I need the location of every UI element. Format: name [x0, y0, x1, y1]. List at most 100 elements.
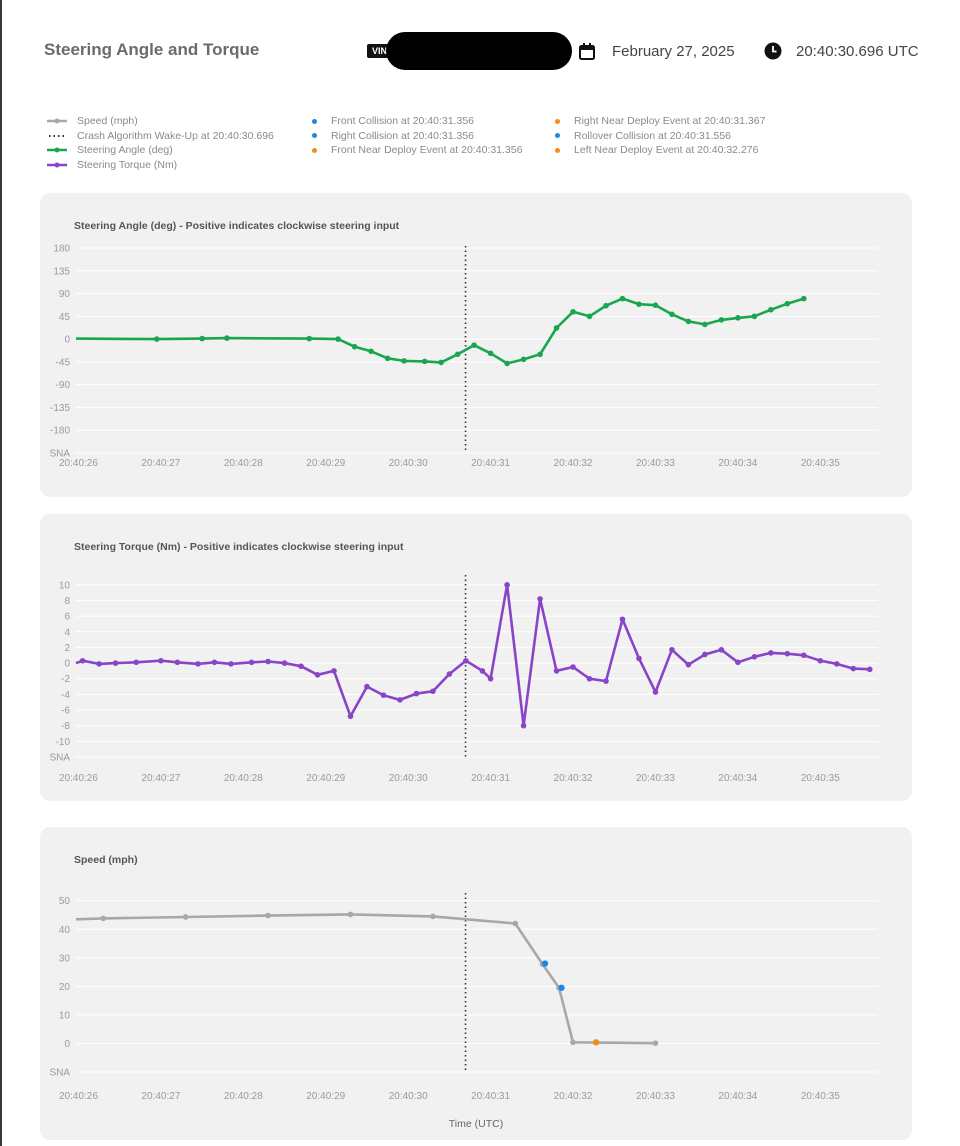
legend-label: Front Collision at 20:40:31.356: [331, 115, 475, 128]
data-point: [586, 675, 593, 682]
legend-item-speed[interactable]: Speed (mph): [47, 114, 274, 129]
legend-item-right-near-deploy[interactable]: Right Near Deploy Event at 20:40:31.367: [555, 114, 765, 129]
x-tick-label: 20:40:33: [636, 1091, 675, 1102]
legend-item-rollover-collision[interactable]: Rollover Collision at 20:40:31.556: [555, 129, 765, 144]
data-point: [570, 664, 576, 670]
data-point: [306, 335, 313, 342]
event-date: February 27, 2025: [612, 43, 735, 60]
data-point: [801, 295, 807, 302]
y-tick-label: 90: [59, 289, 71, 300]
x-tick-label: 20:40:35: [801, 1091, 840, 1102]
x-tick-label: 20:40:35: [801, 458, 840, 469]
y-tick-label: -90: [56, 380, 71, 391]
line-swatch-icon: [47, 162, 67, 168]
y-tick-label: -10: [56, 737, 71, 748]
data-point: [182, 914, 189, 920]
x-tick-label: 20:40:27: [141, 1091, 180, 1102]
data-point: [702, 651, 708, 658]
x-tick-label: 20:40:29: [306, 458, 345, 469]
x-axis-title: Time (UTC): [448, 1118, 504, 1130]
data-point: [652, 302, 659, 308]
steering-angle-panel: Steering Angle (deg) - Positive indicate…: [40, 193, 912, 497]
data-point: [520, 722, 527, 729]
data-point: [619, 295, 626, 302]
x-tick-label: 20:40:32: [554, 1091, 593, 1102]
event-time: 20:40:30.696 UTC: [796, 43, 919, 60]
series-line: [75, 913, 656, 1045]
data-point: [669, 646, 675, 653]
data-point: [471, 342, 477, 348]
data-point: [335, 336, 341, 342]
y-tick-label: -6: [61, 706, 70, 717]
data-point: [384, 355, 391, 362]
data-point: [112, 660, 119, 666]
data-point: [636, 301, 642, 307]
legend-item-right-collision[interactable]: Right Collision at 20:40:31.356: [312, 129, 522, 144]
legend-item-wakeup[interactable]: Crash Algorithm Wake-Up at 20:40:30.696: [47, 129, 274, 144]
x-tick-label: 20:40:31: [471, 1091, 510, 1102]
x-tick-label: 20:40:31: [471, 773, 510, 784]
vin-badge: VIN: [367, 44, 393, 58]
data-point: [553, 668, 560, 674]
data-point: [636, 655, 642, 662]
dot-icon: [312, 118, 317, 124]
page-title: Steering Angle and Torque: [44, 40, 260, 59]
data-point: [553, 325, 560, 331]
line-swatch-icon: [47, 147, 67, 153]
x-tick-label: 20:40:32: [554, 458, 593, 469]
vin-redaction: [386, 32, 572, 70]
y-tick-label: 10: [59, 1010, 71, 1021]
x-tick-label: 20:40:34: [718, 773, 757, 784]
data-point: [685, 318, 692, 325]
data-point: [331, 668, 337, 674]
series-line: [75, 583, 870, 727]
legend-item-steering-torque[interactable]: Steering Torque (Nm): [47, 158, 274, 173]
data-point: [351, 343, 358, 350]
data-point: [718, 646, 725, 653]
y-tick-label: 2: [64, 643, 70, 654]
x-tick-label: 20:40:32: [554, 773, 593, 784]
legend-item-front-near-deploy[interactable]: Front Near Deploy Event at 20:40:31.356: [312, 143, 522, 158]
data-point: [603, 678, 609, 684]
data-point: [79, 657, 86, 664]
y-tick-label: -4: [61, 690, 70, 701]
data-point: [265, 912, 271, 919]
legend-item-front-collision[interactable]: Front Collision at 20:40:31.356: [312, 114, 522, 129]
legend-label: Rollover Collision at 20:40:31.556: [574, 129, 732, 142]
dot-icon: [555, 118, 560, 124]
legend-item-left-near-deploy[interactable]: Left Near Deploy Event at 20:40:32.276: [555, 143, 765, 158]
y-tick-label: 50: [59, 896, 71, 907]
data-point: [768, 306, 774, 313]
data-point: [281, 660, 288, 666]
legend-label: Crash Algorithm Wake-Up at 20:40:30.696: [77, 129, 274, 142]
data-point: [833, 661, 840, 667]
legend-label: Right Collision at 20:40:31.356: [331, 129, 475, 142]
data-point: [413, 690, 420, 697]
dot-icon: [555, 133, 560, 139]
y-tick-label: -2: [61, 674, 70, 685]
data-point: [228, 661, 234, 667]
legend-events-column-2: Right Near Deploy Event at 20:40:31.367 …: [555, 114, 765, 158]
data-point: [380, 692, 387, 698]
data-point: [347, 911, 354, 918]
x-tick-label: 20:40:34: [718, 458, 757, 469]
data-point: [768, 650, 774, 656]
x-tick-label: 20:40:26: [59, 1091, 98, 1102]
steering-torque-panel: Steering Torque (Nm) - Positive indicate…: [40, 514, 912, 801]
x-tick-label: 20:40:26: [59, 458, 98, 469]
data-point: [801, 652, 807, 659]
y-tick-label: -135: [50, 403, 70, 414]
data-point: [211, 659, 218, 666]
data-point: [463, 657, 469, 664]
x-tick-label: 20:40:30: [389, 773, 428, 784]
series-line: [75, 297, 805, 365]
data-point: [702, 321, 708, 328]
data-point: [619, 616, 626, 623]
y-tick-label: 20: [59, 982, 71, 993]
data-point: [158, 657, 164, 664]
dotted-line-icon: [49, 134, 67, 137]
y-tick-label: 30: [59, 953, 71, 964]
data-point: [454, 351, 461, 358]
y-tick-label: 0: [64, 335, 70, 346]
legend-item-steering-angle[interactable]: Steering Angle (deg): [47, 143, 274, 158]
